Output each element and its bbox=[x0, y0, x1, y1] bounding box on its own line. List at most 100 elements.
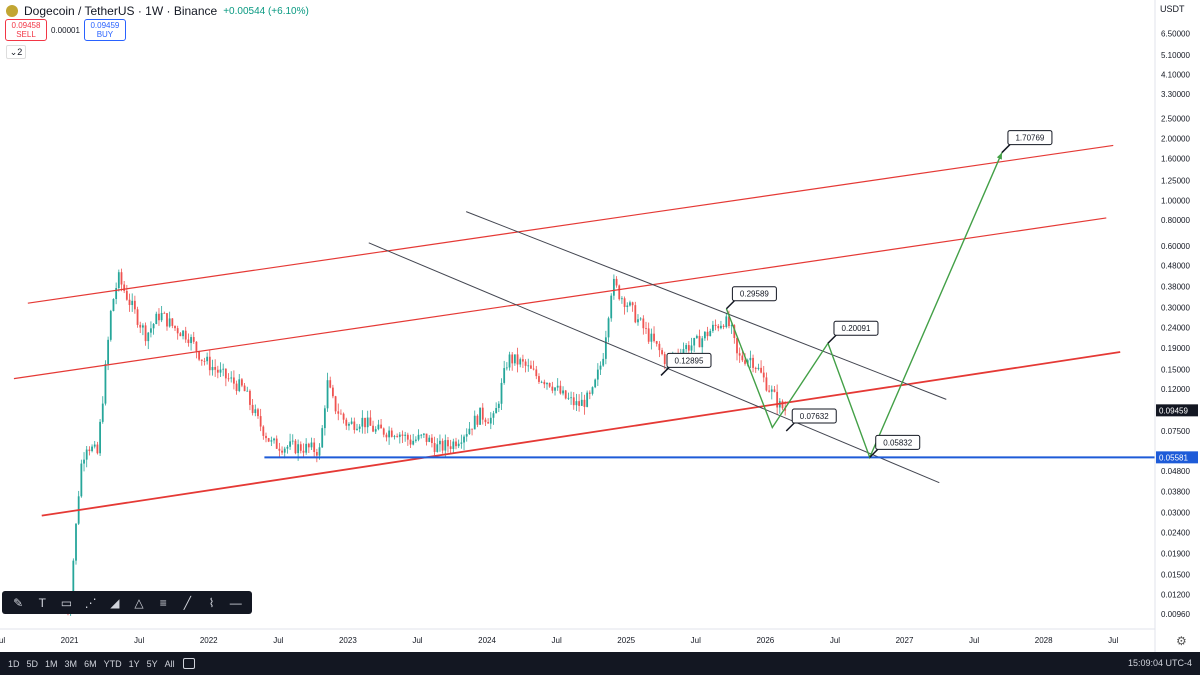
candle-body bbox=[251, 404, 254, 414]
fib-levels-icon[interactable]: ≡ bbox=[159, 595, 167, 610]
candle-body bbox=[139, 324, 142, 328]
candle-body bbox=[728, 316, 730, 327]
annotation-box[interactable] bbox=[875, 434, 921, 450]
brush-icon[interactable]: ✎ bbox=[13, 595, 24, 610]
candle-body bbox=[639, 318, 642, 320]
range-1m[interactable]: 1M bbox=[45, 658, 58, 669]
candle-body bbox=[519, 359, 522, 365]
candle-body bbox=[364, 417, 366, 428]
candle-body bbox=[687, 345, 690, 351]
candle-body bbox=[714, 324, 717, 326]
path-icon[interactable]: ⌇ bbox=[208, 595, 215, 610]
x-tick-label: 2026 bbox=[756, 636, 774, 645]
candle-body bbox=[155, 313, 158, 325]
candle-body bbox=[227, 378, 230, 380]
candle-body bbox=[265, 435, 267, 439]
candle-body bbox=[112, 298, 115, 311]
note-icon[interactable]: ▭ bbox=[60, 595, 73, 610]
candle-body bbox=[412, 440, 415, 445]
candle-body bbox=[465, 434, 468, 437]
range-all[interactable]: All bbox=[164, 658, 175, 669]
candle-body bbox=[479, 407, 481, 425]
price-change: +0.00544 (+6.10%) bbox=[223, 5, 309, 17]
candle-body bbox=[471, 428, 473, 430]
candle-body bbox=[717, 325, 720, 329]
candle-body bbox=[768, 390, 771, 392]
candle-body bbox=[505, 367, 508, 369]
annotation-box[interactable] bbox=[1007, 130, 1053, 146]
candle-body bbox=[457, 443, 460, 447]
trendline-desc-lower[interactable] bbox=[368, 242, 940, 484]
fib-icon[interactable]: ◢ bbox=[110, 595, 120, 610]
text-icon[interactable]: T bbox=[38, 595, 46, 610]
candle-body bbox=[420, 434, 423, 436]
trendline-channel-mid[interactable] bbox=[13, 217, 1107, 380]
horizontal-line-icon[interactable]: — bbox=[229, 595, 242, 610]
trendline-desc-upper[interactable] bbox=[465, 211, 947, 400]
annotation-label: 0.20091 bbox=[842, 324, 871, 333]
annotation-pointer bbox=[827, 334, 837, 344]
range-ytd[interactable]: YTD bbox=[103, 658, 122, 669]
candle-body bbox=[369, 417, 372, 426]
candle-body bbox=[208, 356, 211, 371]
currency-label[interactable]: USDT bbox=[1160, 4, 1185, 14]
candle-body bbox=[174, 325, 176, 329]
calendar-icon[interactable] bbox=[182, 658, 195, 669]
candle-body bbox=[75, 523, 77, 561]
candle-body bbox=[96, 444, 99, 454]
buy-button[interactable]: 0.09459 BUY bbox=[83, 19, 126, 41]
clock: 15:09:04 UTC-4 bbox=[1127, 658, 1192, 668]
annotation-box[interactable] bbox=[731, 286, 777, 302]
sell-button[interactable]: 0.09458 SELL bbox=[5, 19, 47, 41]
candle-body bbox=[433, 443, 436, 452]
y-tick-label: 0.38000 bbox=[1161, 282, 1190, 291]
candle-body bbox=[709, 330, 712, 337]
annotation-box[interactable] bbox=[666, 352, 712, 368]
candle-body bbox=[685, 345, 688, 350]
y-tick-label: 1.60000 bbox=[1161, 154, 1190, 163]
trendline-channel-upper[interactable] bbox=[27, 144, 1114, 304]
x-tick-label: Jul bbox=[552, 636, 562, 645]
x-tick-label: 2024 bbox=[478, 636, 496, 645]
buy-label: BUY bbox=[96, 30, 114, 39]
annotation-box[interactable] bbox=[791, 408, 837, 424]
range-5y[interactable]: 5Y bbox=[146, 658, 158, 669]
pattern-icon[interactable]: ⋰ bbox=[84, 595, 97, 610]
candle-body bbox=[586, 392, 589, 407]
candle-body bbox=[235, 383, 238, 391]
candle-body bbox=[163, 312, 166, 314]
candle-body bbox=[380, 424, 382, 429]
range-6m[interactable]: 6M bbox=[84, 658, 97, 669]
x-tick-label: 2022 bbox=[200, 636, 218, 645]
candle-body bbox=[583, 399, 586, 407]
candle-body bbox=[182, 330, 184, 337]
gear-icon[interactable]: ⚙ bbox=[1176, 634, 1187, 648]
candle-body bbox=[588, 392, 591, 394]
prediction-icon[interactable]: △ bbox=[134, 595, 144, 610]
candle-body bbox=[578, 401, 581, 406]
candle-body bbox=[513, 354, 516, 364]
symbol-title[interactable]: Dogecoin / TetherUS · 1W · Binance bbox=[24, 4, 218, 18]
indicators-toggle[interactable]: ⌄ 2 bbox=[6, 45, 26, 59]
candle-body bbox=[749, 357, 752, 361]
trendline-icon[interactable]: ╱ bbox=[183, 595, 192, 610]
candle-body bbox=[623, 298, 626, 308]
range-3m[interactable]: 3M bbox=[64, 658, 78, 669]
candle-body bbox=[422, 433, 425, 435]
annotation-box[interactable] bbox=[833, 320, 879, 336]
y-tick-label: 5.10000 bbox=[1161, 51, 1190, 60]
trendline-channel-lower[interactable] bbox=[41, 351, 1121, 517]
candle-body bbox=[340, 413, 342, 415]
candle-body bbox=[631, 302, 634, 306]
range-5d[interactable]: 5D bbox=[26, 658, 39, 669]
candle-body bbox=[535, 369, 538, 377]
candle-body bbox=[637, 319, 639, 323]
candle-body bbox=[107, 339, 110, 364]
candle-body bbox=[431, 437, 433, 444]
range-1d[interactable]: 1D bbox=[8, 658, 20, 669]
candle-body bbox=[530, 365, 532, 369]
projection-path[interactable] bbox=[725, 152, 1003, 460]
range-1y[interactable]: 1Y bbox=[128, 658, 140, 669]
candle-body bbox=[604, 337, 607, 359]
